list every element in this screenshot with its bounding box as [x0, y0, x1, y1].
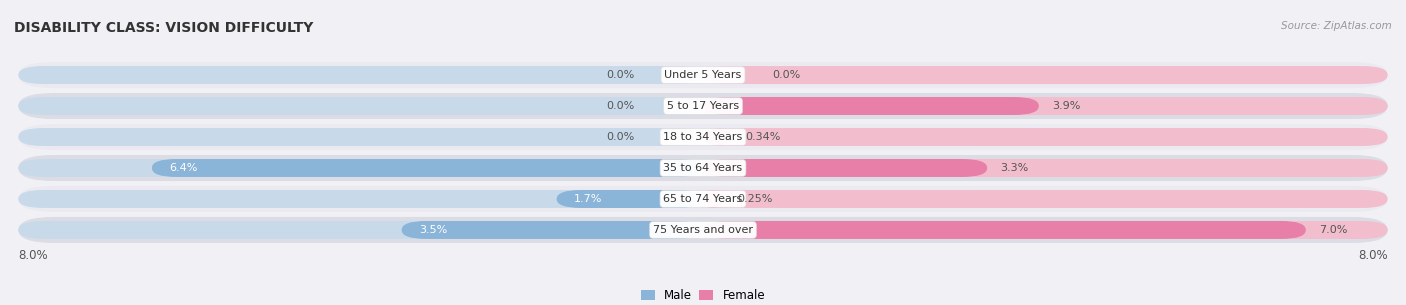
- FancyBboxPatch shape: [703, 128, 733, 146]
- Text: 7.0%: 7.0%: [1319, 225, 1347, 235]
- Text: 1.7%: 1.7%: [574, 194, 602, 204]
- FancyBboxPatch shape: [18, 128, 703, 146]
- FancyBboxPatch shape: [18, 124, 1388, 150]
- FancyBboxPatch shape: [703, 221, 1306, 239]
- Text: 3.3%: 3.3%: [1000, 163, 1028, 173]
- FancyBboxPatch shape: [700, 190, 728, 208]
- Text: 0.0%: 0.0%: [772, 70, 800, 80]
- Text: Under 5 Years: Under 5 Years: [665, 70, 741, 80]
- Text: 8.0%: 8.0%: [18, 249, 48, 262]
- FancyBboxPatch shape: [703, 159, 987, 177]
- Text: 0.0%: 0.0%: [606, 132, 634, 142]
- Text: 3.5%: 3.5%: [419, 225, 447, 235]
- Text: DISABILITY CLASS: VISION DIFFICULTY: DISABILITY CLASS: VISION DIFFICULTY: [14, 21, 314, 35]
- FancyBboxPatch shape: [703, 221, 1388, 239]
- FancyBboxPatch shape: [18, 155, 1388, 181]
- FancyBboxPatch shape: [18, 190, 703, 208]
- FancyBboxPatch shape: [703, 128, 1388, 146]
- Text: 0.0%: 0.0%: [606, 101, 634, 111]
- Text: 3.9%: 3.9%: [1052, 101, 1080, 111]
- Text: 35 to 64 Years: 35 to 64 Years: [664, 163, 742, 173]
- Legend: Male, Female: Male, Female: [636, 284, 770, 305]
- FancyBboxPatch shape: [18, 221, 703, 239]
- Text: 6.4%: 6.4%: [169, 163, 197, 173]
- FancyBboxPatch shape: [703, 190, 1388, 208]
- Text: 0.25%: 0.25%: [738, 194, 773, 204]
- FancyBboxPatch shape: [557, 190, 703, 208]
- Text: 18 to 34 Years: 18 to 34 Years: [664, 132, 742, 142]
- Text: 75 Years and over: 75 Years and over: [652, 225, 754, 235]
- FancyBboxPatch shape: [18, 66, 703, 84]
- FancyBboxPatch shape: [703, 97, 1388, 115]
- FancyBboxPatch shape: [18, 217, 1388, 243]
- FancyBboxPatch shape: [703, 66, 1388, 84]
- FancyBboxPatch shape: [402, 221, 703, 239]
- Text: 0.34%: 0.34%: [745, 132, 780, 142]
- FancyBboxPatch shape: [18, 186, 1388, 212]
- FancyBboxPatch shape: [18, 62, 1388, 88]
- FancyBboxPatch shape: [703, 159, 1388, 177]
- FancyBboxPatch shape: [703, 97, 1039, 115]
- Text: 8.0%: 8.0%: [1358, 249, 1388, 262]
- FancyBboxPatch shape: [18, 159, 703, 177]
- FancyBboxPatch shape: [18, 97, 703, 115]
- FancyBboxPatch shape: [152, 159, 703, 177]
- Text: Source: ZipAtlas.com: Source: ZipAtlas.com: [1281, 21, 1392, 31]
- Text: 65 to 74 Years: 65 to 74 Years: [664, 194, 742, 204]
- Text: 0.0%: 0.0%: [606, 70, 634, 80]
- FancyBboxPatch shape: [18, 93, 1388, 119]
- Text: 5 to 17 Years: 5 to 17 Years: [666, 101, 740, 111]
